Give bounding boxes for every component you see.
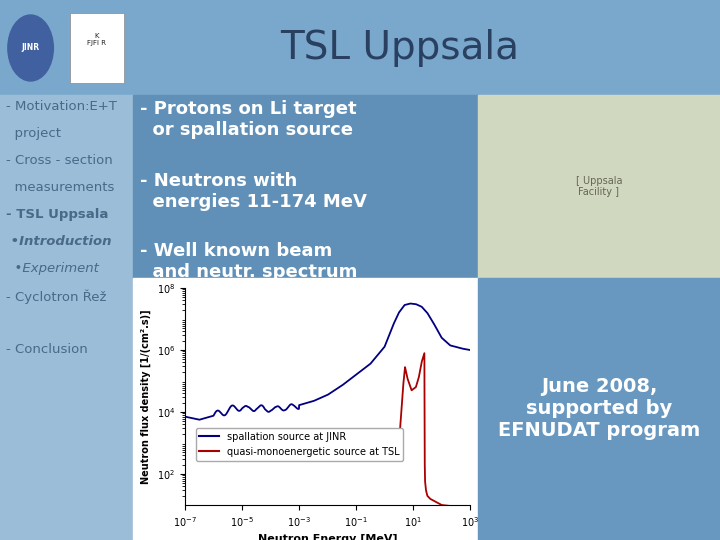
- Text: - Neutrons with
  energies 11-174 MeV: - Neutrons with energies 11-174 MeV: [140, 172, 367, 211]
- Text: •Introduction: •Introduction: [6, 235, 112, 248]
- Text: JINR: JINR: [22, 44, 40, 52]
- Bar: [0, 95, 133, 540]
- Ellipse shape: [8, 15, 53, 81]
- Text: •Experiment: •Experiment: [6, 262, 99, 275]
- Text: K
FJFI R: K FJFI R: [87, 33, 107, 46]
- FancyBboxPatch shape: [70, 13, 124, 83]
- Text: - Protons on Li target
  or spallation source: - Protons on Li target or spallation sou…: [140, 100, 356, 139]
- Text: - Cross - section: - Cross - section: [6, 154, 113, 167]
- Bar: [478, 95, 720, 278]
- Text: - Cyclotron Řež: - Cyclotron Řež: [6, 289, 107, 303]
- Bar: [478, 278, 720, 540]
- Bar: [133, 278, 478, 540]
- Bar: [133, 95, 478, 278]
- Legend: spallation source at JINR, quasi-monoenergetic source at TSL: spallation source at JINR, quasi-monoene…: [196, 428, 403, 461]
- Text: - Well known beam
  and neutr. spectrum: - Well known beam and neutr. spectrum: [140, 242, 357, 281]
- Text: TSL Uppsala: TSL Uppsala: [281, 29, 520, 67]
- X-axis label: Neutron Energy [MeV]: Neutron Energy [MeV]: [258, 534, 397, 540]
- Bar: [0, 0, 720, 95]
- Text: - Motivation:E+T: - Motivation:E+T: [6, 100, 117, 113]
- Text: measurements: measurements: [6, 181, 114, 194]
- Text: [ Uppsala
Facility ]: [ Uppsala Facility ]: [576, 176, 622, 197]
- Text: June 2008,
supported by
EFNUDAT program: June 2008, supported by EFNUDAT program: [498, 377, 700, 441]
- Text: project: project: [6, 127, 61, 140]
- Text: - Conclusion: - Conclusion: [6, 343, 88, 356]
- Text: - TSL Uppsala: - TSL Uppsala: [6, 208, 109, 221]
- Y-axis label: Neutron flux density [1/(cm².s)]: Neutron flux density [1/(cm².s)]: [141, 309, 151, 484]
